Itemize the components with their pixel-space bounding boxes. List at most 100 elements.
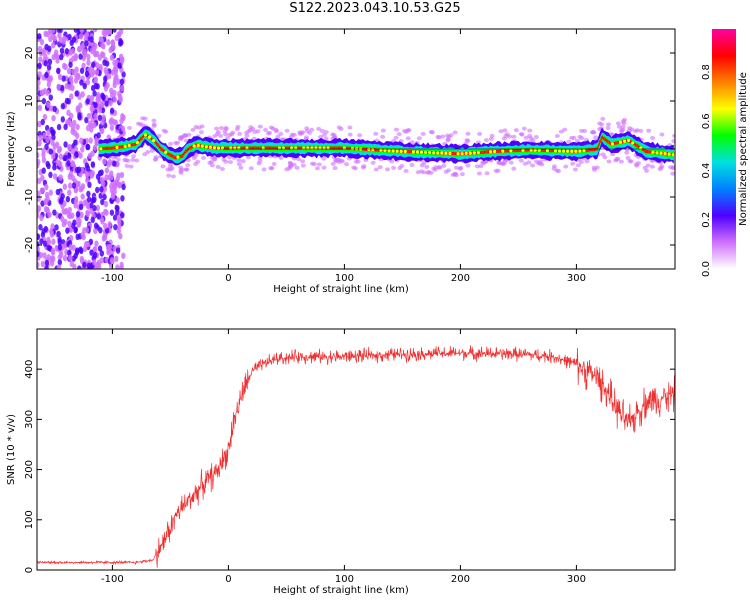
spread-cell	[624, 150, 630, 155]
noise-cell	[103, 75, 108, 82]
noise-cell	[78, 203, 84, 211]
spread-cell	[644, 168, 650, 173]
ridge-dot	[204, 145, 208, 149]
noise-cell	[99, 257, 104, 264]
spectrogram-x-tick-label: 0	[225, 273, 231, 284]
noise-cell	[79, 185, 84, 192]
noise-cell	[103, 222, 108, 230]
spread-cell	[458, 165, 464, 170]
ridge-dot	[513, 148, 517, 153]
spread-cell	[424, 164, 430, 169]
spread-cell	[373, 131, 379, 136]
ridge-dot	[472, 151, 476, 155]
spread-cell	[321, 156, 327, 161]
ridge-dot	[350, 146, 355, 151]
spread-cell	[316, 162, 322, 167]
spread-cell	[575, 163, 581, 168]
spread-cell	[114, 129, 120, 134]
noise-cell	[45, 206, 50, 214]
noise-cell	[103, 85, 109, 92]
spread-cell	[177, 137, 183, 142]
ridge-dot	[399, 149, 403, 153]
spread-cell	[551, 166, 557, 171]
spread-cell	[521, 126, 527, 131]
noise-cell	[68, 244, 74, 251]
noise-cell	[37, 33, 42, 40]
spread-cell	[391, 165, 397, 170]
noise-cell	[104, 174, 109, 181]
spread-cell	[405, 136, 411, 141]
noise-cell	[113, 223, 118, 231]
noise-cell	[51, 238, 56, 245]
spread-cell	[650, 136, 656, 141]
noise-cell	[78, 152, 83, 159]
spread-cell	[238, 165, 244, 170]
noise-cell	[112, 59, 117, 67]
noise-cell	[73, 139, 78, 146]
spread-cell	[421, 161, 427, 166]
noise-cell	[116, 227, 122, 235]
noise-cell	[76, 73, 81, 81]
ridge-dot	[521, 148, 525, 152]
noise-cell	[42, 252, 47, 259]
noise-cell	[67, 33, 72, 41]
noise-cell	[79, 255, 84, 263]
spread-cell	[304, 128, 310, 133]
ridge-dot	[395, 149, 399, 153]
spread-cell	[311, 162, 317, 167]
noise-cell	[49, 126, 54, 134]
spread-cell	[572, 167, 578, 172]
noise-cell	[109, 186, 115, 194]
ridge-dot	[379, 148, 383, 152]
noise-cell	[83, 50, 88, 58]
noise-cell	[50, 29, 56, 34]
spread-cell	[161, 128, 167, 133]
ridge-dot	[107, 146, 111, 150]
spread-cell	[257, 124, 263, 129]
spread-cell	[218, 125, 224, 130]
spread-cell	[201, 155, 207, 160]
spread-cell	[477, 131, 483, 136]
spread-cell	[646, 128, 652, 133]
spread-cell	[134, 158, 140, 163]
ridge-dot	[424, 150, 428, 154]
noise-cell	[70, 212, 75, 219]
noise-cell	[106, 248, 111, 256]
noise-cell	[107, 243, 113, 251]
colorbar-label: Normalized spectral amplitude	[738, 72, 749, 226]
spread-cell	[445, 137, 451, 142]
noise-cell	[99, 51, 105, 58]
spread-cell	[483, 138, 489, 143]
noise-cell	[43, 225, 48, 233]
spread-cell	[296, 157, 302, 162]
spread-cell	[518, 158, 524, 163]
spread-cell	[606, 159, 612, 164]
spread-cell	[658, 165, 664, 170]
spread-cell	[284, 128, 290, 133]
spread-cell	[619, 128, 625, 133]
noise-cell	[73, 198, 79, 205]
noise-cell	[78, 246, 83, 253]
noise-cell	[37, 104, 43, 112]
spread-cell	[437, 165, 443, 170]
noise-cell	[119, 85, 125, 92]
spread-cell	[321, 132, 327, 137]
noise-cell	[97, 107, 103, 114]
noise-cell	[58, 153, 64, 160]
noise-cell	[93, 222, 99, 229]
spread-cell	[508, 160, 514, 165]
noise-cell	[48, 75, 54, 82]
noise-cell	[92, 122, 97, 129]
spread-cell	[186, 132, 192, 137]
spread-cell	[484, 171, 490, 176]
ridge-dot	[115, 145, 119, 150]
spread-cell	[659, 132, 665, 137]
spread-cell	[278, 156, 284, 161]
ridge-dot	[428, 150, 432, 155]
noise-cell	[57, 73, 63, 81]
noise-cell	[37, 233, 40, 241]
ridge-dot	[501, 149, 505, 153]
spread-cell	[380, 134, 386, 139]
noise-cell	[113, 75, 118, 82]
ridge-dot	[346, 146, 351, 150]
